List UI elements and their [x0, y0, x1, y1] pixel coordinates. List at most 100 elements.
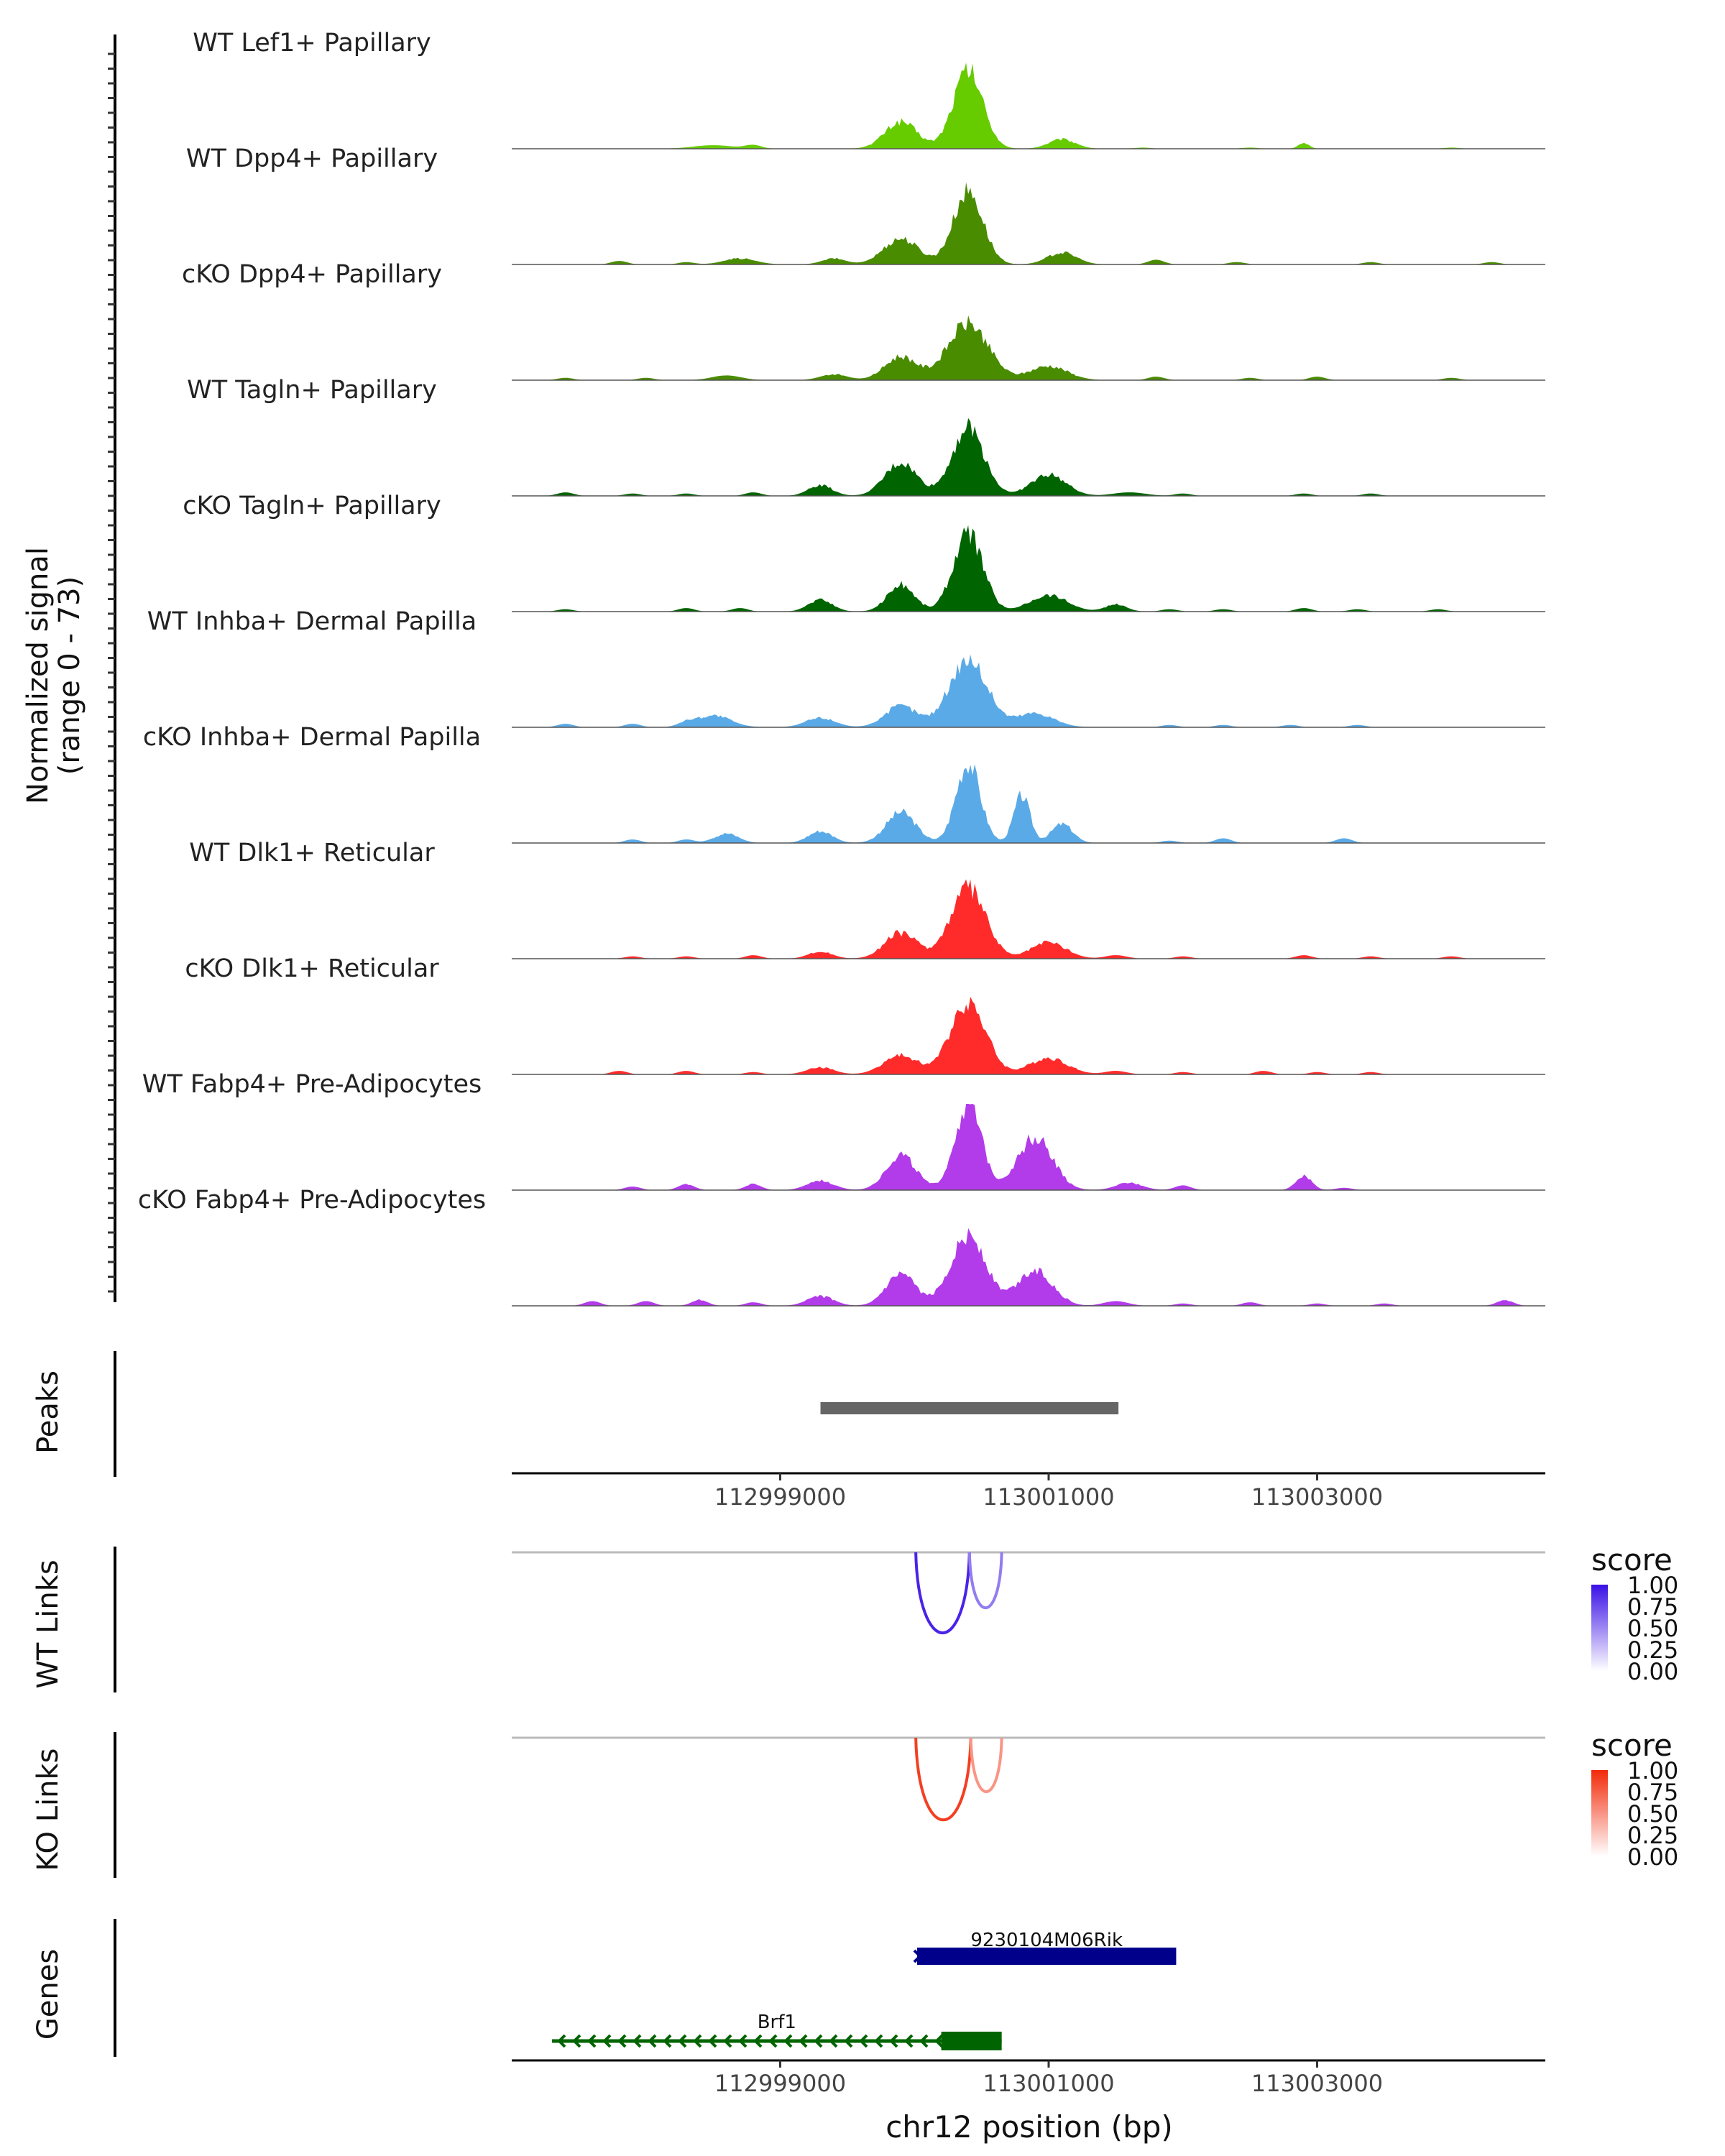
track-label: WT Dlk1+ Reticular	[189, 839, 435, 867]
track-label: cKO Dpp4+ Papillary	[182, 260, 442, 289]
strand-arrow	[678, 2034, 687, 2048]
coverage-area	[512, 997, 1545, 1074]
legend-colorbar	[1591, 1770, 1608, 1856]
track-cko-dpp4-papillary: cKO Dpp4+ Papillary	[182, 260, 1545, 381]
links-track-label: WT Links	[32, 1560, 65, 1688]
strand-arrow	[919, 2034, 929, 2048]
strand-arrow	[587, 2034, 597, 2048]
gene-name-label: 9230104M06Rik	[970, 1930, 1123, 1951]
track-cko-tagln-papillary: cKO Tagln+ Papillary	[183, 492, 1545, 612]
strand-arrow	[753, 2034, 763, 2048]
track-label: WT Lef1+ Papillary	[193, 29, 431, 57]
coverage-area	[512, 525, 1545, 612]
legend-tick-label: 0.00	[1627, 1658, 1678, 1685]
legend-tick-label: 0.50	[1627, 1615, 1678, 1642]
legend-tick-label: 1.00	[1627, 1757, 1678, 1784]
track-wt-dlk1-reticular: WT Dlk1+ Reticular	[189, 839, 1545, 959]
coverage-y-axis	[108, 34, 116, 1302]
legend-colorbar	[1591, 1585, 1608, 1671]
x-tick-label: 112999000	[714, 2070, 846, 2097]
track-cko-dlk1-reticular: cKO Dlk1+ Reticular	[185, 954, 1545, 1075]
strand-arrow	[859, 2034, 868, 2048]
strand-arrow	[913, 1949, 922, 1963]
strand-arrow	[617, 2034, 627, 2048]
strand-arrow	[572, 2034, 581, 2048]
legend-tick-label: 0.75	[1627, 1593, 1678, 1621]
region-x-axis: 112999000 113001000 113003000	[512, 1472, 1545, 1511]
peaks-track-label: Peaks	[32, 1370, 65, 1454]
genes-panel: Genes 9230104M06Rik Brf1	[32, 1919, 1177, 2057]
coverage-area	[512, 1104, 1545, 1190]
strand-arrow	[602, 2034, 612, 2048]
coverage-area	[512, 182, 1545, 264]
gene-body	[916, 1948, 1177, 1965]
link-arc	[969, 1737, 1003, 1793]
strand-arrow	[904, 2034, 914, 2048]
link-arc	[914, 1737, 972, 1822]
x-tick-label: 112999000	[714, 1483, 846, 1511]
track-label: cKO Dlk1+ Reticular	[185, 954, 439, 983]
coverage-area	[512, 315, 1545, 380]
legend-tick-label: 0.75	[1627, 1779, 1678, 1806]
gene-9230104m06rik: 9230104M06Rik	[913, 1930, 1177, 1965]
strand-arrow	[708, 2034, 717, 2048]
strand-arrow	[799, 2034, 808, 2048]
peak-region-bar	[820, 1402, 1119, 1414]
track-label: cKO Inhba+ Dermal Papilla	[143, 723, 481, 752]
legend-tick-label: 0.50	[1627, 1800, 1678, 1828]
track-label: WT Tagln+ Papillary	[187, 376, 437, 405]
genes-track-label: Genes	[32, 1949, 65, 2040]
coverage-ylabel-line1: Normalized signal	[22, 547, 55, 804]
coverage-area	[512, 63, 1545, 149]
strand-arrow	[557, 2034, 566, 2048]
strand-arrow	[814, 2034, 823, 2048]
x-tick-label: 113001000	[983, 1483, 1114, 1511]
genes-x-axis: chr12 position (bp) 112999000 113001000 11…	[512, 2059, 1545, 2145]
gene-exon	[941, 2032, 1002, 2050]
gene-brf1: Brf1	[552, 2012, 1002, 2050]
x-axis-title: chr12 position (bp)	[886, 2109, 1173, 2145]
track-label: WT Dpp4+ Papillary	[186, 144, 438, 173]
coverage-area	[512, 879, 1545, 959]
track-cko-fabp4-pre-adipocytes: cKO Fabp4+ Pre-Adipocytes	[138, 1186, 1545, 1307]
track-label: WT Inhba+ Dermal Papilla	[147, 607, 477, 636]
strand-arrow	[829, 2034, 838, 2048]
track-wt-lef1-papillary: WT Lef1+ Papillary	[193, 29, 1545, 149]
link-arc	[914, 1552, 971, 1635]
strand-arrow	[783, 2034, 793, 2048]
links-track-label: KO Links	[32, 1749, 65, 1871]
coverage-tracks: WT Lef1+ Papillary WT Dpp4+ Papillary cKO …	[138, 29, 1545, 1307]
legend-title: score	[1591, 1728, 1673, 1763]
strand-arrow	[723, 2034, 732, 2048]
track-wt-inhba-dermal-papilla: WT Inhba+ Dermal Papilla	[147, 607, 1545, 728]
peaks-panel: Peaks	[32, 1351, 1119, 1477]
coverage-area	[512, 1227, 1545, 1306]
strand-arrow	[738, 2034, 748, 2048]
track-label: WT Fabp4+ Pre-Adipocytes	[142, 1070, 482, 1099]
track-wt-dpp4-papillary: WT Dpp4+ Papillary	[186, 144, 1545, 265]
legend-tick-label: 1.00	[1627, 1572, 1678, 1599]
x-tick-label: 113003000	[1251, 2070, 1383, 2097]
track-label: cKO Fabp4+ Pre-Adipocytes	[138, 1186, 486, 1215]
strand-arrow	[889, 2034, 898, 2048]
strand-arrow	[874, 2034, 883, 2048]
legend-tick-label: 0.25	[1627, 1822, 1678, 1849]
strand-arrow	[768, 2034, 778, 2048]
track-cko-inhba-dermal-papilla: cKO Inhba+ Dermal Papilla	[143, 723, 1545, 844]
legend-tick-label: 0.25	[1627, 1636, 1678, 1664]
strand-arrow	[663, 2034, 672, 2048]
track-wt-tagln-papillary: WT Tagln+ Papillary	[187, 376, 1545, 497]
legend-title: score	[1591, 1542, 1673, 1577]
x-tick-label: 113001000	[983, 2070, 1114, 2097]
strand-arrow	[844, 2034, 853, 2048]
x-tick-label: 113003000	[1251, 1483, 1383, 1511]
coverage-y-axis-label: Normalized signal (range 0 - 73)	[22, 547, 86, 804]
coverage-ylabel-line2: (range 0 - 73)	[53, 576, 86, 775]
link-arc	[967, 1552, 1003, 1610]
strand-arrow	[648, 2034, 657, 2048]
strand-arrow	[632, 2034, 642, 2048]
track-label: cKO Tagln+ Papillary	[183, 492, 441, 520]
